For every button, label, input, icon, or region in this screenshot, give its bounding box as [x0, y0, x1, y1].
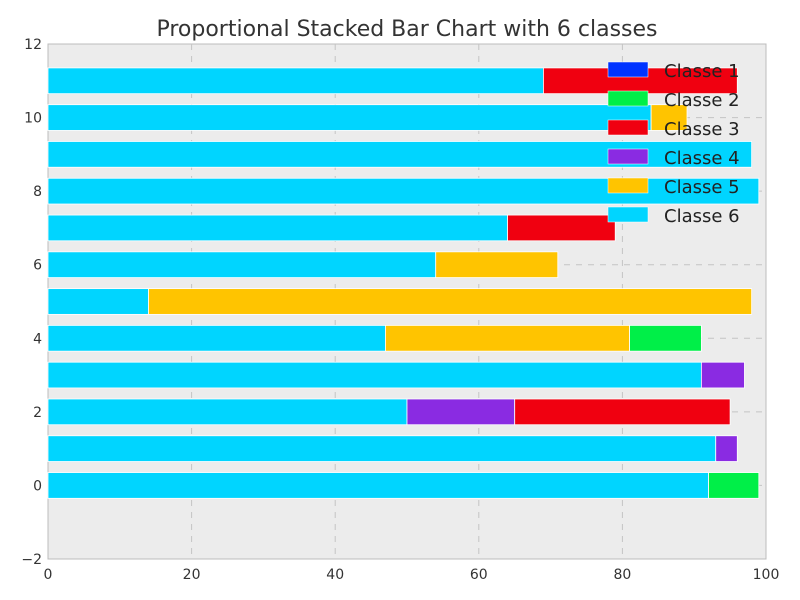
legend-label: Classe 4: [664, 148, 740, 169]
bar-segment-classe-5: [385, 325, 630, 352]
bar-segment-classe-6: [47, 251, 437, 278]
bars-group: [47, 67, 760, 499]
y-tick-label: 2: [33, 405, 42, 421]
legend-label: Classe 1: [664, 61, 740, 82]
bar-segment-classe-2: [708, 472, 760, 499]
legend-swatch: [607, 90, 649, 107]
y-tick-label: 0: [33, 478, 42, 494]
x-tick-label: 20: [183, 567, 201, 583]
bar-segment-classe-6: [47, 104, 652, 131]
bar-segment-classe-3: [507, 214, 616, 242]
x-axis-ticks: 0 20 40 60 80 100: [44, 567, 780, 583]
bar-segment-classe-4: [715, 435, 738, 462]
bar-segment-classe-6: [47, 398, 408, 426]
x-tick-label: 0: [44, 567, 53, 583]
chart-title: Proportional Stacked Bar Chart with 6 cl…: [156, 17, 657, 42]
bar-segment-classe-2: [629, 325, 702, 352]
y-tick-label: 4: [33, 331, 42, 347]
bar-segment-classe-3: [514, 398, 731, 426]
bar-segment-classe-4: [406, 398, 516, 426]
bar-segment-classe-6: [47, 177, 760, 205]
legend-label: Classe 5: [664, 177, 740, 198]
y-tick-label: 10: [24, 111, 42, 127]
bar-segment-classe-5: [148, 288, 753, 315]
bar-segment-classe-6: [47, 288, 149, 315]
legend-swatch: [607, 148, 649, 165]
bar-segment-classe-6: [47, 361, 702, 389]
legend-label: Classe 2: [664, 90, 740, 111]
legend-swatch: [607, 119, 649, 136]
bar-segment-classe-6: [47, 472, 709, 499]
legend-swatch: [607, 206, 649, 223]
bar-segment-classe-4: [700, 361, 745, 389]
legend-swatch: [607, 177, 649, 194]
bar-segment-classe-6: [47, 325, 386, 352]
bar-segment-classe-5: [435, 251, 559, 278]
y-tick-label: 12: [24, 37, 42, 53]
y-tick-label: 6: [33, 258, 42, 274]
legend-label: Classe 6: [664, 206, 740, 227]
legend-label: Classe 3: [664, 119, 740, 140]
bar-segment-classe-6: [47, 435, 717, 462]
legend: Classe 1 Classe 2 Classe 3 Classe 4 Classe 5…: [607, 61, 740, 227]
x-tick-label: 40: [326, 567, 344, 583]
y-tick-label: −2: [21, 552, 42, 568]
x-tick-label: 100: [753, 567, 780, 583]
bar-segment-classe-6: [47, 67, 544, 95]
x-tick-label: 80: [613, 567, 631, 583]
y-axis-ticks: −2 0 2 4 6 8 10 12: [21, 37, 42, 568]
bar-segment-classe-6: [47, 214, 508, 242]
y-tick-label: 8: [33, 184, 42, 200]
legend-swatch: [607, 61, 649, 78]
bar-segment-classe-5: [650, 104, 688, 131]
x-tick-label: 60: [470, 567, 488, 583]
